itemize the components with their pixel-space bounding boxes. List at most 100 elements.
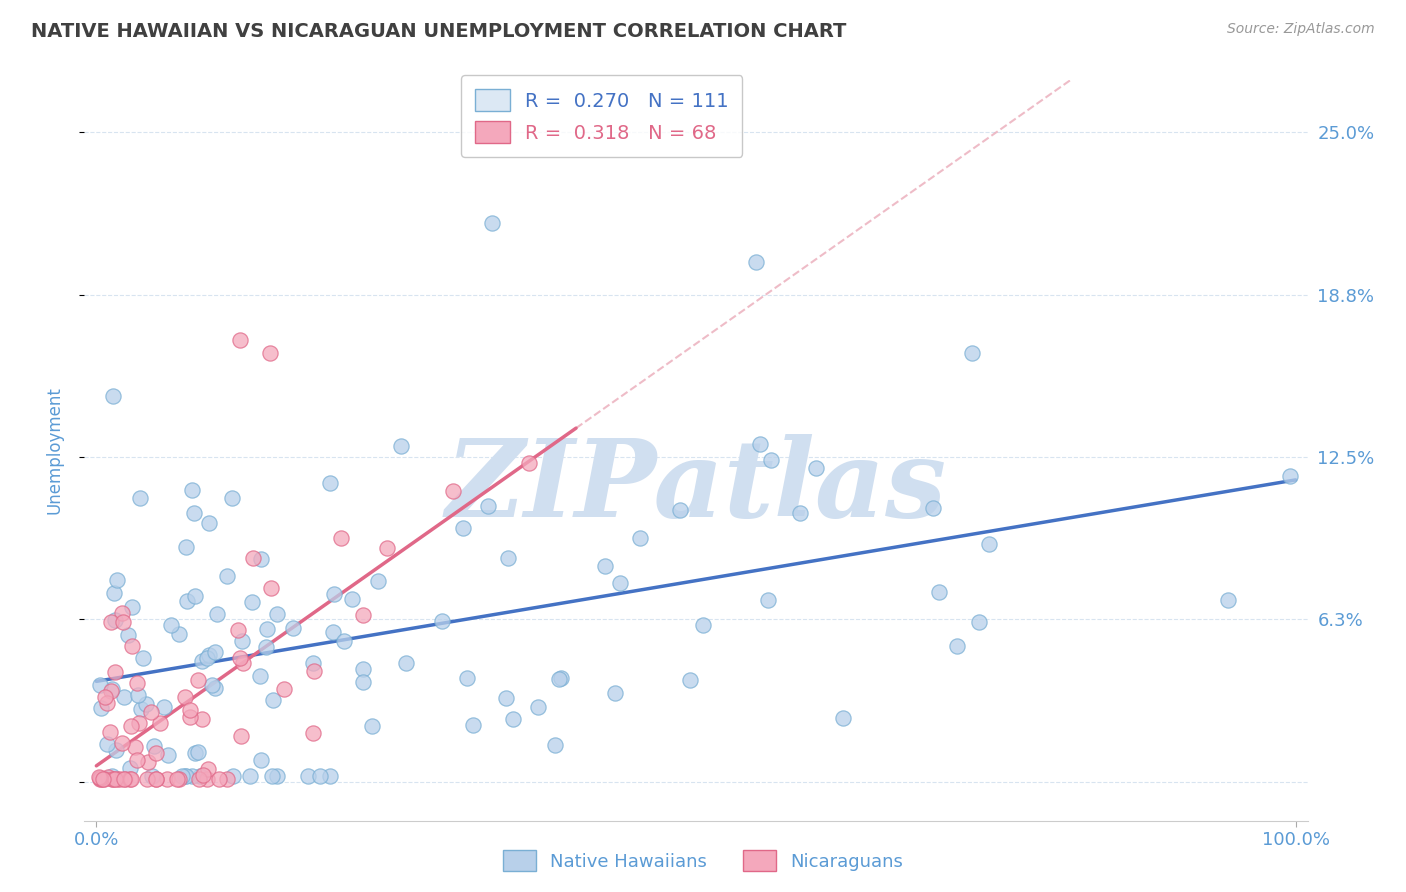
Point: [302, 664, 325, 678]
Point: [249, 552, 271, 566]
Point: [176, 769, 198, 783]
Point: [789, 506, 811, 520]
Point: [254, 640, 277, 655]
Point: [221, 491, 243, 506]
Point: [609, 576, 631, 591]
Point: [187, 673, 209, 688]
Point: [256, 622, 278, 636]
Point: [332, 634, 354, 648]
Point: [181, 769, 204, 783]
Point: [977, 537, 1000, 551]
Point: [207, 607, 229, 621]
Point: [262, 693, 284, 707]
Point: [179, 710, 201, 724]
Point: [103, 585, 125, 599]
Point: [184, 589, 207, 603]
Point: [174, 540, 197, 554]
Point: [117, 627, 139, 641]
Point: [100, 769, 122, 783]
Point: [928, 585, 950, 599]
Point: [548, 672, 571, 686]
Point: [921, 501, 943, 516]
Point: [120, 761, 142, 775]
Point: [456, 671, 478, 685]
Point: [89, 772, 111, 786]
Point: [173, 769, 195, 783]
Point: [502, 712, 524, 726]
Point: [167, 772, 190, 786]
Point: [179, 703, 201, 717]
Point: [441, 483, 464, 498]
Point: [105, 772, 128, 786]
Point: [204, 645, 226, 659]
Point: [112, 772, 135, 786]
Point: [283, 621, 305, 635]
Point: [197, 516, 219, 531]
Point: [114, 772, 136, 786]
Point: [302, 726, 325, 740]
Point: [692, 617, 714, 632]
Point: [309, 769, 332, 783]
Point: [127, 676, 149, 690]
Point: [1216, 593, 1239, 607]
Point: [745, 255, 768, 269]
Point: [125, 753, 148, 767]
Point: [240, 595, 263, 609]
Point: [187, 745, 209, 759]
Point: [242, 551, 264, 566]
Point: [108, 772, 131, 786]
Point: [105, 743, 128, 757]
Point: [135, 772, 157, 786]
Point: [319, 769, 342, 783]
Point: [204, 681, 226, 695]
Point: [136, 755, 159, 769]
Point: [118, 772, 141, 786]
Point: [101, 389, 124, 403]
Point: [352, 608, 374, 623]
Point: [297, 769, 319, 783]
Point: [157, 748, 180, 763]
Point: [330, 531, 353, 545]
Point: [259, 346, 281, 360]
Point: [260, 769, 283, 783]
Point: [111, 606, 134, 620]
Point: [90, 701, 112, 715]
Point: [395, 656, 418, 670]
Point: [104, 614, 127, 628]
Point: [101, 772, 124, 786]
Point: [100, 684, 122, 698]
Point: [215, 772, 238, 786]
Point: [111, 615, 134, 629]
Point: [191, 767, 214, 781]
Y-axis label: Unemployment: Unemployment: [45, 386, 63, 515]
Point: [145, 746, 167, 760]
Point: [749, 436, 772, 450]
Point: [249, 669, 271, 683]
Text: NATIVE HAWAIIAN VS NICARAGUAN UNEMPLOYMENT CORRELATION CHART: NATIVE HAWAIIAN VS NICARAGUAN UNEMPLOYME…: [31, 22, 846, 41]
Point: [170, 769, 193, 783]
Point: [340, 592, 363, 607]
Point: [967, 615, 990, 629]
Point: [128, 491, 150, 505]
Point: [139, 706, 162, 720]
Point: [481, 216, 503, 230]
Point: [229, 730, 252, 744]
Point: [145, 772, 167, 786]
Point: [517, 456, 540, 470]
Point: [605, 686, 627, 700]
Point: [229, 651, 252, 665]
Point: [352, 662, 374, 676]
Point: [495, 690, 517, 705]
Point: [375, 541, 398, 556]
Point: [132, 651, 155, 665]
Point: [100, 725, 122, 739]
Point: [183, 506, 205, 520]
Point: [167, 627, 190, 641]
Point: [91, 772, 114, 786]
Point: [628, 531, 651, 545]
Point: [391, 439, 413, 453]
Point: [451, 521, 474, 535]
Point: [761, 452, 783, 467]
Point: [229, 333, 252, 347]
Point: [195, 651, 218, 665]
